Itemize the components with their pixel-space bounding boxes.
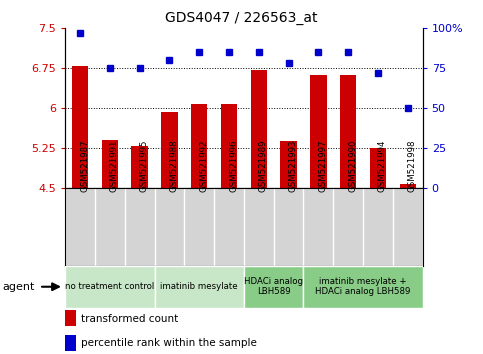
Bar [155, 266, 244, 308]
Text: agent: agent [2, 282, 35, 292]
Bar [131, 146, 148, 188]
Bar [399, 184, 416, 188]
Bar [310, 75, 327, 188]
Bar [65, 266, 155, 308]
Text: GSM521989: GSM521989 [259, 139, 268, 192]
Text: GSM521995: GSM521995 [140, 139, 149, 192]
Text: GSM521997: GSM521997 [318, 139, 327, 192]
Bar [102, 141, 118, 188]
Text: GSM521998: GSM521998 [408, 139, 417, 192]
Bar [281, 141, 297, 188]
Bar [244, 266, 303, 308]
Text: imatinib mesylate +
HDACi analog LBH589: imatinib mesylate + HDACi analog LBH589 [315, 277, 411, 296]
Text: GSM521991: GSM521991 [110, 139, 119, 192]
Bar [370, 148, 386, 188]
Bar [340, 75, 356, 188]
Text: GSM521994: GSM521994 [378, 139, 387, 192]
Text: GSM521990: GSM521990 [348, 139, 357, 192]
Text: no treatment control: no treatment control [65, 282, 155, 291]
Text: GSM521987: GSM521987 [80, 139, 89, 192]
Bar [191, 104, 207, 188]
Bar [303, 266, 423, 308]
Text: GSM521988: GSM521988 [170, 139, 178, 192]
Text: GSM521996: GSM521996 [229, 139, 238, 192]
Text: transformed count: transformed count [81, 314, 178, 324]
Bar [72, 66, 88, 188]
Text: GSM521993: GSM521993 [289, 139, 298, 192]
Text: imatinib mesylate: imatinib mesylate [160, 282, 238, 291]
Bar [251, 70, 267, 188]
Text: HDACi analog
LBH589: HDACi analog LBH589 [244, 277, 303, 296]
Text: GDS4047 / 226563_at: GDS4047 / 226563_at [165, 11, 318, 25]
Text: GSM521992: GSM521992 [199, 139, 208, 192]
Bar [161, 112, 178, 188]
Bar [221, 104, 237, 188]
Text: percentile rank within the sample: percentile rank within the sample [81, 338, 256, 348]
